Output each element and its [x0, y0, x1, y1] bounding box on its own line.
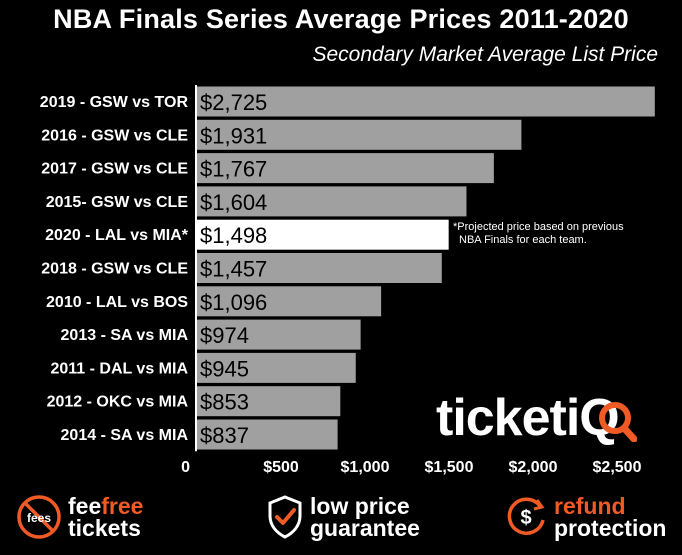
tickets-text: tickets — [68, 515, 141, 541]
projection-note-line1: *Projected price based on previous — [453, 221, 624, 233]
x-tick-label: $1,000 — [341, 459, 390, 476]
bar-value-label: $1,767 — [200, 157, 267, 182]
brand-name: ticketiQ — [436, 389, 620, 447]
fee-free-badge: fees feefree tickets — [16, 494, 143, 540]
category-label: 2019 - GSW vs TOR — [40, 94, 189, 111]
category-label: 2016 - GSW vs CLE — [41, 127, 188, 144]
bar — [197, 419, 338, 450]
x-tick-label: $500 — [263, 459, 299, 476]
fees-text: fees — [27, 511, 51, 525]
bar-value-label: $1,457 — [200, 257, 267, 282]
bar — [197, 319, 361, 350]
no-fees-icon: fees — [17, 495, 61, 539]
category-label: 2014 - SA vs MIA — [61, 427, 189, 444]
projection-note: *Projected price based on previous NBA F… — [453, 221, 663, 247]
guarantee-text: guarantee — [310, 515, 420, 541]
bar — [197, 386, 341, 417]
free-text: free — [101, 493, 144, 519]
low-price-badge: low price guarantee — [266, 494, 420, 540]
bar-value-label: $974 — [200, 323, 249, 348]
x-tick-label: $1,500 — [425, 459, 474, 476]
category-label: 2010 - LAL vs BOS — [46, 294, 188, 311]
shield-check-icon — [268, 495, 302, 539]
bar — [197, 253, 442, 283]
brand-logo: ticketiQ — [436, 388, 637, 448]
bar-value-label: $1,096 — [200, 290, 267, 315]
bar-value-label: $2,725 — [200, 90, 267, 115]
svg-text:$: $ — [520, 507, 531, 529]
bar — [197, 286, 382, 317]
x-tick-label: $2,000 — [509, 459, 558, 476]
category-label: 2011 - DAL vs MIA — [50, 360, 188, 377]
fee-text: fee — [68, 493, 102, 519]
bar — [197, 219, 449, 250]
category-label: 2013 - SA vs MIA — [61, 327, 189, 344]
bar-value-label: $1,498 — [200, 223, 267, 248]
projection-note-line2: NBA Finals for each team. — [459, 234, 587, 246]
protection-text: protection — [554, 515, 667, 541]
chart-title: NBA Finals Series Average Prices 2011-20… — [53, 4, 629, 34]
category-label: 2020 - LAL vs MIA* — [45, 227, 189, 244]
refund-text: refund — [554, 493, 626, 519]
dollar-circle-icon: $ — [507, 497, 545, 535]
x-tick-label: 0 — [181, 459, 190, 476]
bar-value-label: $1,931 — [200, 123, 267, 148]
category-label: 2015- GSW vs CLE — [46, 194, 189, 211]
chart-subtitle: Secondary Market Average List Price — [312, 43, 659, 66]
magnifier-icon — [599, 402, 637, 442]
category-label: 2012 - OKC vs MIA — [47, 394, 189, 411]
bar — [197, 153, 494, 184]
bar — [197, 352, 356, 383]
x-tick-label: $2,500 — [593, 459, 642, 476]
bar-value-label: $853 — [200, 390, 249, 415]
bar-value-label: $837 — [200, 423, 249, 448]
bar — [197, 86, 655, 117]
bar-value-label: $1,604 — [200, 190, 267, 215]
bar-value-label: $945 — [200, 356, 249, 381]
category-label: 2018 - GSW vs CLE — [41, 261, 188, 278]
refund-badge: $ refund protection — [504, 494, 666, 540]
low-price-text: low price — [310, 493, 410, 519]
category-label: 2017 - GSW vs CLE — [41, 161, 188, 178]
bar — [197, 119, 522, 150]
bar — [197, 186, 467, 217]
